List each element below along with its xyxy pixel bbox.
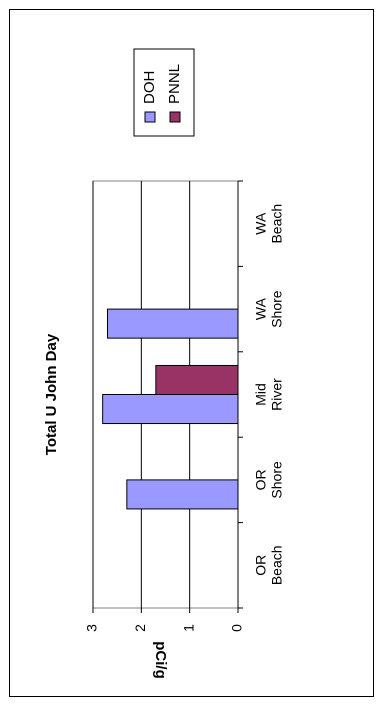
value-tick-label: 1 <box>180 624 196 632</box>
bar-pnnl <box>155 364 239 395</box>
category-label: Shore <box>269 290 285 328</box>
category-label: River <box>269 378 285 411</box>
category-label: Beach <box>269 204 285 244</box>
legend-box <box>133 48 195 137</box>
category-label: Shore <box>269 461 285 499</box>
category-label: WA <box>253 297 269 320</box>
category-label: OR <box>253 555 269 576</box>
legend-swatch-doh <box>144 111 156 123</box>
category-label: Beach <box>269 545 285 585</box>
legend-swatch-pnnl <box>169 111 181 123</box>
category-label: Mid <box>253 383 269 406</box>
bar-doh <box>126 479 239 510</box>
value-tick-label: 2 <box>132 624 148 632</box>
category-label: OR <box>253 469 269 490</box>
chart-title: Total U John Day <box>43 333 60 455</box>
bar-doh <box>102 394 239 425</box>
value-tick-label: 0 <box>229 624 245 632</box>
value-axis-label: pCi/g <box>152 641 169 679</box>
value-tick-label: 3 <box>84 624 100 632</box>
legend-label-pnnl: PNNL <box>166 64 183 104</box>
legend-label-doh: DOH <box>141 71 158 104</box>
category-label: WA <box>253 212 269 235</box>
bar-doh <box>107 308 239 339</box>
